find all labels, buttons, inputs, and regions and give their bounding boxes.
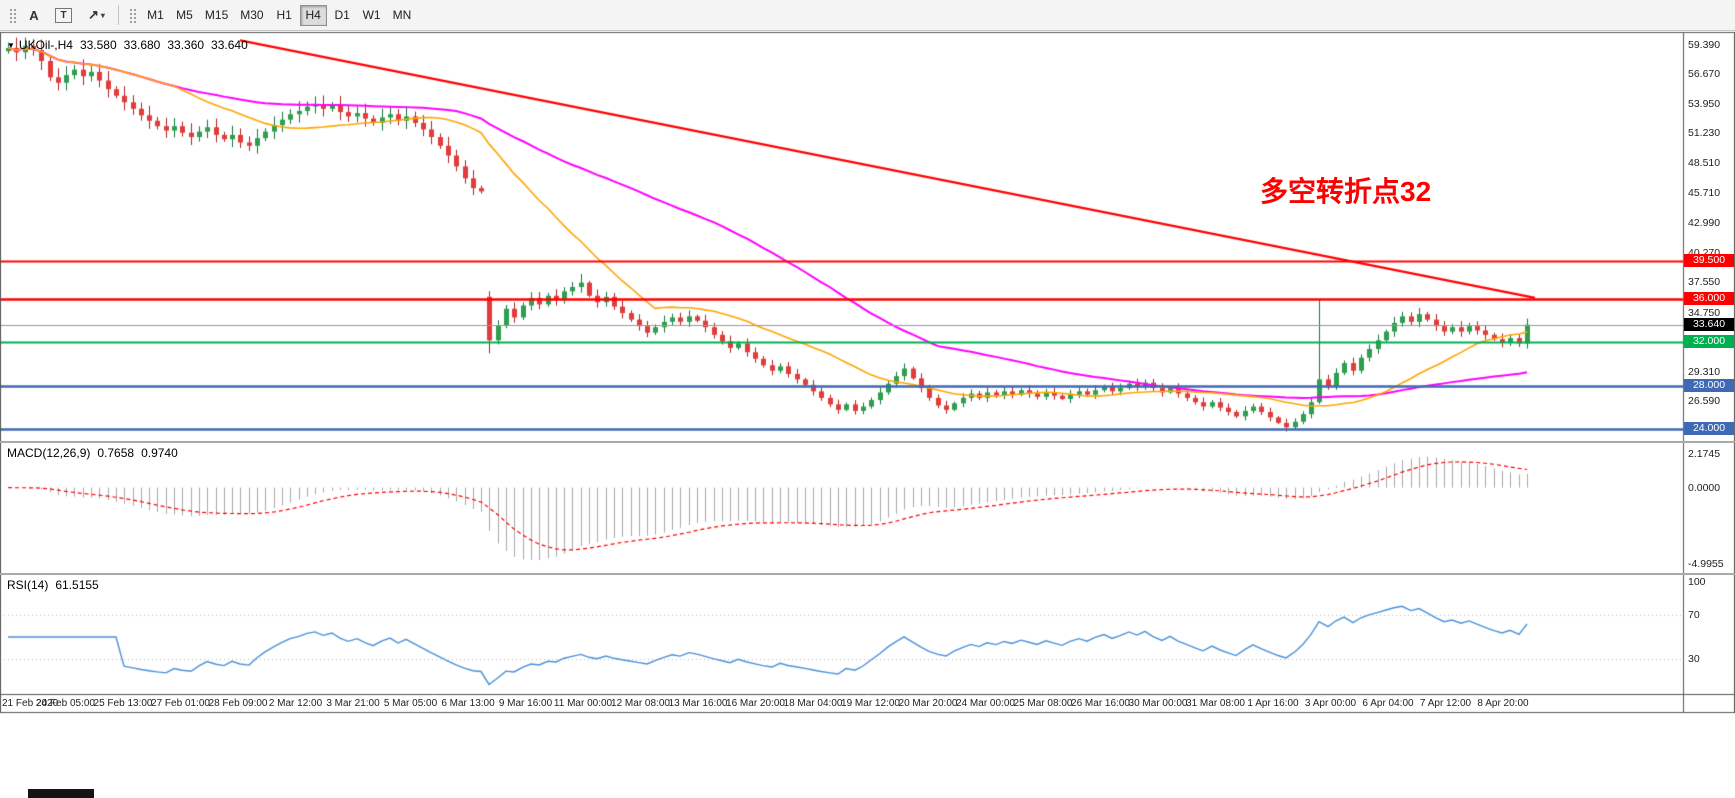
rsi-value: 61.5155 (55, 578, 99, 592)
time-axis-label: 19 Mar 12:00 (841, 698, 900, 709)
time-axis-label: 11 Mar 00:00 (553, 698, 613, 709)
price-axis-label: 29.310 (1688, 365, 1721, 378)
time-axis-label: 16 Mar 20:00 (726, 698, 785, 709)
toolbar-drag-handle[interactable] (8, 7, 17, 23)
time-axis-label: 24 Mar 00:00 (956, 698, 1015, 709)
timeframe-button-group: M1 M5 M15 M30 H1 H4 D1 W1 MN (141, 4, 417, 26)
time-axis-label: 12 Mar 08:00 (611, 698, 670, 709)
time-axis-label: 25 Feb 13:00 (93, 698, 153, 709)
time-axis-label: 13 Mar 16:00 (668, 698, 728, 709)
macd-axis-label: 2.1745 (1688, 448, 1721, 461)
taskbar-fragment (28, 789, 94, 798)
ohlc-low: 33.360 (167, 38, 205, 52)
chart-symbol-period: UKOil-,H4 (18, 38, 73, 52)
chevron-down-icon: ▾ (100, 10, 105, 20)
price-level-badge: 28.000 (1684, 378, 1734, 392)
price-axis-label: 34.750 (1688, 306, 1721, 319)
timeframe-m30-button[interactable]: M30 (235, 5, 268, 26)
time-axis-label: 21 Feb 2020 (2, 698, 59, 709)
rsi-axis-label: 100 (1688, 576, 1706, 588)
macd-axis-label: -4.9955 (1688, 557, 1724, 570)
time-axis-label: 7 Apr 12:00 (1419, 698, 1472, 709)
time-axis-label: 5 Mar 05:00 (383, 698, 438, 709)
price-level-badge: 32.000 (1684, 335, 1734, 349)
rsi-indicator-label: RSI(14) 61.5155 (7, 578, 99, 592)
rsi-name: RSI(14) (7, 578, 49, 592)
text-box-button[interactable]: T (48, 4, 79, 26)
price-axis-label: 51.230 (1688, 127, 1721, 140)
macd-value-main: 0.7658 (97, 446, 135, 460)
time-axis-label: 6 Mar 13:00 (441, 698, 495, 709)
price-axis-label: 53.950 (1688, 97, 1721, 110)
ohlc-high: 33.680 (123, 38, 161, 52)
current-price-badge: 33.640 (1684, 317, 1734, 331)
ohlc-open: 33.580 (79, 38, 117, 52)
price-axis-label: 37.550 (1688, 276, 1721, 289)
price-axis-label: 26.590 (1688, 395, 1721, 408)
chart-text-annotation[interactable]: 多空转折点32 (1260, 176, 1432, 207)
macd-name: MACD(12,26,9) (7, 446, 91, 460)
timeframe-m1-button[interactable]: M1 (142, 5, 169, 26)
time-axis-label: 18 Mar 04:00 (783, 698, 843, 709)
timeframe-h1-button[interactable]: H1 (271, 5, 298, 26)
rsi-axis-label: 30 (1688, 653, 1700, 665)
text-label-button[interactable]: A (22, 4, 46, 26)
timeframe-toolbar-drag-handle[interactable] (127, 7, 137, 23)
price-axis-label: 56.670 (1688, 68, 1721, 81)
rsi-axis-label: 70 (1688, 609, 1700, 621)
timeframe-d1-button[interactable]: D1 (329, 5, 356, 26)
timeframe-m15-button[interactable]: M15 (200, 5, 233, 26)
time-axis-label: 25 Mar 08:00 (1013, 698, 1073, 709)
macd-axis-label: 0.0000 (1688, 481, 1721, 494)
time-axis-label: 27 Feb 01:00 (151, 698, 210, 709)
time-axis-label: 20 Mar 20:00 (898, 698, 958, 709)
macd-indicator-label: MACD(12,26,9) 0.7658 0.9740 (7, 446, 178, 460)
price-axis-label: 45.710 (1688, 187, 1721, 200)
time-axis-label: 8 Apr 20:00 (1477, 698, 1529, 709)
chart-title: ▼ UKOil-,H4 33.580 33.680 33.360 33.640 (7, 38, 248, 52)
timeframe-m5-button[interactable]: M5 (171, 5, 198, 26)
collapse-arrow-icon: ▼ (7, 41, 15, 50)
toolbar: A T ↗ ▾ M1 M5 M15 M30 H1 H4 D1 W1 MN (0, 0, 1735, 31)
time-axis-label: 3 Apr 00:00 (1304, 698, 1357, 709)
time-axis-label: 9 Mar 16:00 (498, 698, 553, 709)
timeframe-mn-button[interactable]: MN (388, 5, 417, 26)
time-axis-label: 6 Apr 04:00 (1362, 698, 1414, 709)
price-axis-label: 59.390 (1688, 38, 1721, 51)
price-axis-label: 48.510 (1688, 157, 1721, 170)
time-axis-label: 1 Apr 16:00 (1247, 698, 1299, 709)
timeframe-w1-button[interactable]: W1 (358, 5, 386, 26)
time-axis-label: 28 Feb 09:00 (208, 698, 268, 709)
panel-splitter-rsi[interactable] (0, 573, 1735, 575)
text-box-icon: T (55, 7, 72, 23)
time-axis-label: 2 Mar 12:00 (268, 698, 323, 709)
price-axis-label: 42.990 (1688, 217, 1721, 230)
time-axis-label: 30 Mar 00:00 (1128, 698, 1188, 709)
panel-splitter-macd[interactable] (0, 441, 1735, 443)
time-axis-label: 26 Mar 16:00 (1071, 698, 1130, 709)
time-axis-label: 24 Feb 05:00 (36, 698, 95, 709)
price-level-badge: 39.500 (1684, 253, 1734, 267)
toolbar-separator (117, 5, 119, 25)
ohlc-close: 33.640 (211, 38, 248, 52)
price-level-badge: 24.000 (1684, 422, 1734, 436)
price-level-badge: 36.000 (1684, 291, 1734, 305)
shapes-dropdown-button[interactable]: ↗ ▾ (81, 4, 112, 26)
timeframe-h4-button[interactable]: H4 (299, 4, 327, 26)
time-axis-label: 31 Mar 08:00 (1186, 698, 1245, 709)
macd-value-signal: 0.9740 (141, 446, 178, 460)
arrow-icon: ↗ (88, 7, 99, 22)
time-axis-label: 3 Mar 21:00 (326, 698, 380, 709)
